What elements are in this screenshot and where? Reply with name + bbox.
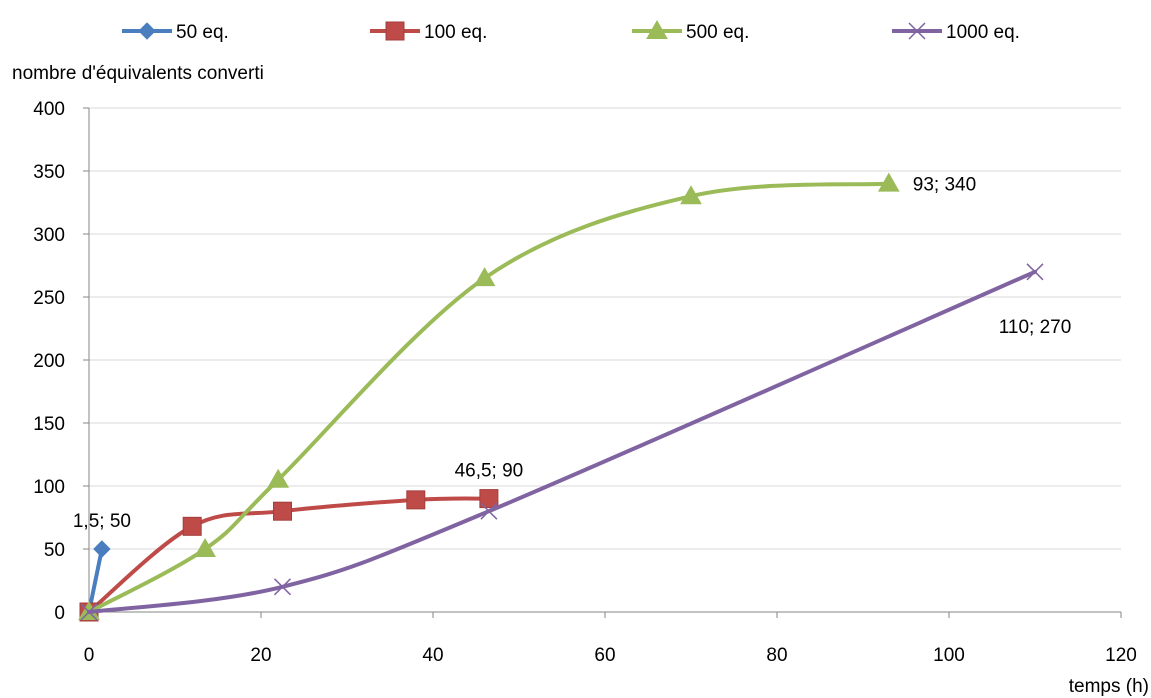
- marker-square: [406, 490, 426, 510]
- marker-square: [385, 21, 405, 41]
- y-tick-label: 0: [54, 603, 65, 624]
- marker-x-stroke: [1026, 263, 1044, 281]
- marker-x-stroke: [908, 22, 926, 40]
- gridlines: [89, 107, 1121, 550]
- y-tick-label: 300: [33, 225, 65, 246]
- data-label: 1,5; 50: [73, 511, 131, 532]
- data-labels: 1,5; 50 46,5; 90 93; 340 110; 270: [73, 175, 1071, 532]
- marker-x-stroke: [80, 603, 98, 621]
- marker-diamond: [138, 22, 156, 40]
- y-tick-label: 50: [44, 540, 65, 561]
- legend: 50 eq. 100 eq. 500 eq. 1000 eq.: [122, 19, 1020, 43]
- x-tick-label: 60: [594, 645, 615, 666]
- legend-label: 1000 eq.: [946, 22, 1020, 43]
- marker-x: [480, 502, 498, 520]
- data-label: 110; 270: [999, 317, 1072, 338]
- x-axis-label: temps (h): [1069, 676, 1149, 697]
- marker-triangle: [646, 19, 668, 39]
- series-100-eq-: [79, 489, 499, 622]
- y-axis-label: nombre d'équivalents converti: [12, 63, 264, 84]
- legend-label: 500 eq.: [686, 22, 749, 43]
- legend-item: 100 eq.: [370, 21, 487, 43]
- series-1000-eq-: [80, 263, 1044, 621]
- legend-item: 500 eq.: [632, 19, 749, 43]
- marker-x: [273, 578, 292, 596]
- y-tick-label: 200: [33, 351, 65, 372]
- marker-x: [908, 22, 926, 40]
- marker-triangle: [194, 537, 216, 557]
- marker-x-stroke: [480, 502, 498, 520]
- y-tick-label: 400: [33, 99, 65, 120]
- marker-square: [273, 501, 292, 521]
- x-tick-label: 0: [84, 645, 95, 666]
- x-tick-label: 80: [766, 645, 787, 666]
- y-tick-label: 350: [33, 162, 65, 183]
- y-tick-label: 150: [33, 414, 65, 435]
- marker-x-stroke: [273, 578, 292, 596]
- x-tick-label: 20: [250, 645, 271, 666]
- marker-triangle: [877, 172, 900, 192]
- series-group: [78, 172, 1044, 622]
- y-tick-label: 100: [33, 477, 65, 498]
- x-tick-label: 120: [1105, 645, 1137, 666]
- series-line: [87, 547, 104, 614]
- legend-item: 50 eq.: [122, 22, 229, 43]
- legend-item: 1000 eq.: [892, 22, 1020, 43]
- y-tick-label: 250: [33, 288, 65, 309]
- marker-square: [479, 489, 499, 509]
- series-line: [87, 269, 1037, 614]
- marker-triangle: [473, 267, 496, 287]
- data-label: 93; 340: [913, 175, 976, 196]
- marker-diamond: [93, 540, 111, 558]
- marker-x: [1026, 263, 1044, 281]
- series-500-eq-: [78, 172, 900, 620]
- axes: 0 50 100 150 200 250 300 350 400 0 20 40 60 80 100 120: [33, 99, 1137, 666]
- x-tick-label: 100: [933, 645, 965, 666]
- legend-label: 100 eq.: [424, 22, 487, 43]
- marker-triangle: [680, 185, 702, 205]
- marker-x: [80, 603, 98, 621]
- marker-triangle: [267, 468, 290, 488]
- legend-label: 50 eq.: [176, 22, 229, 43]
- x-tick-label: 40: [422, 645, 443, 666]
- marker-square: [182, 516, 202, 536]
- data-label: 46,5; 90: [455, 461, 524, 482]
